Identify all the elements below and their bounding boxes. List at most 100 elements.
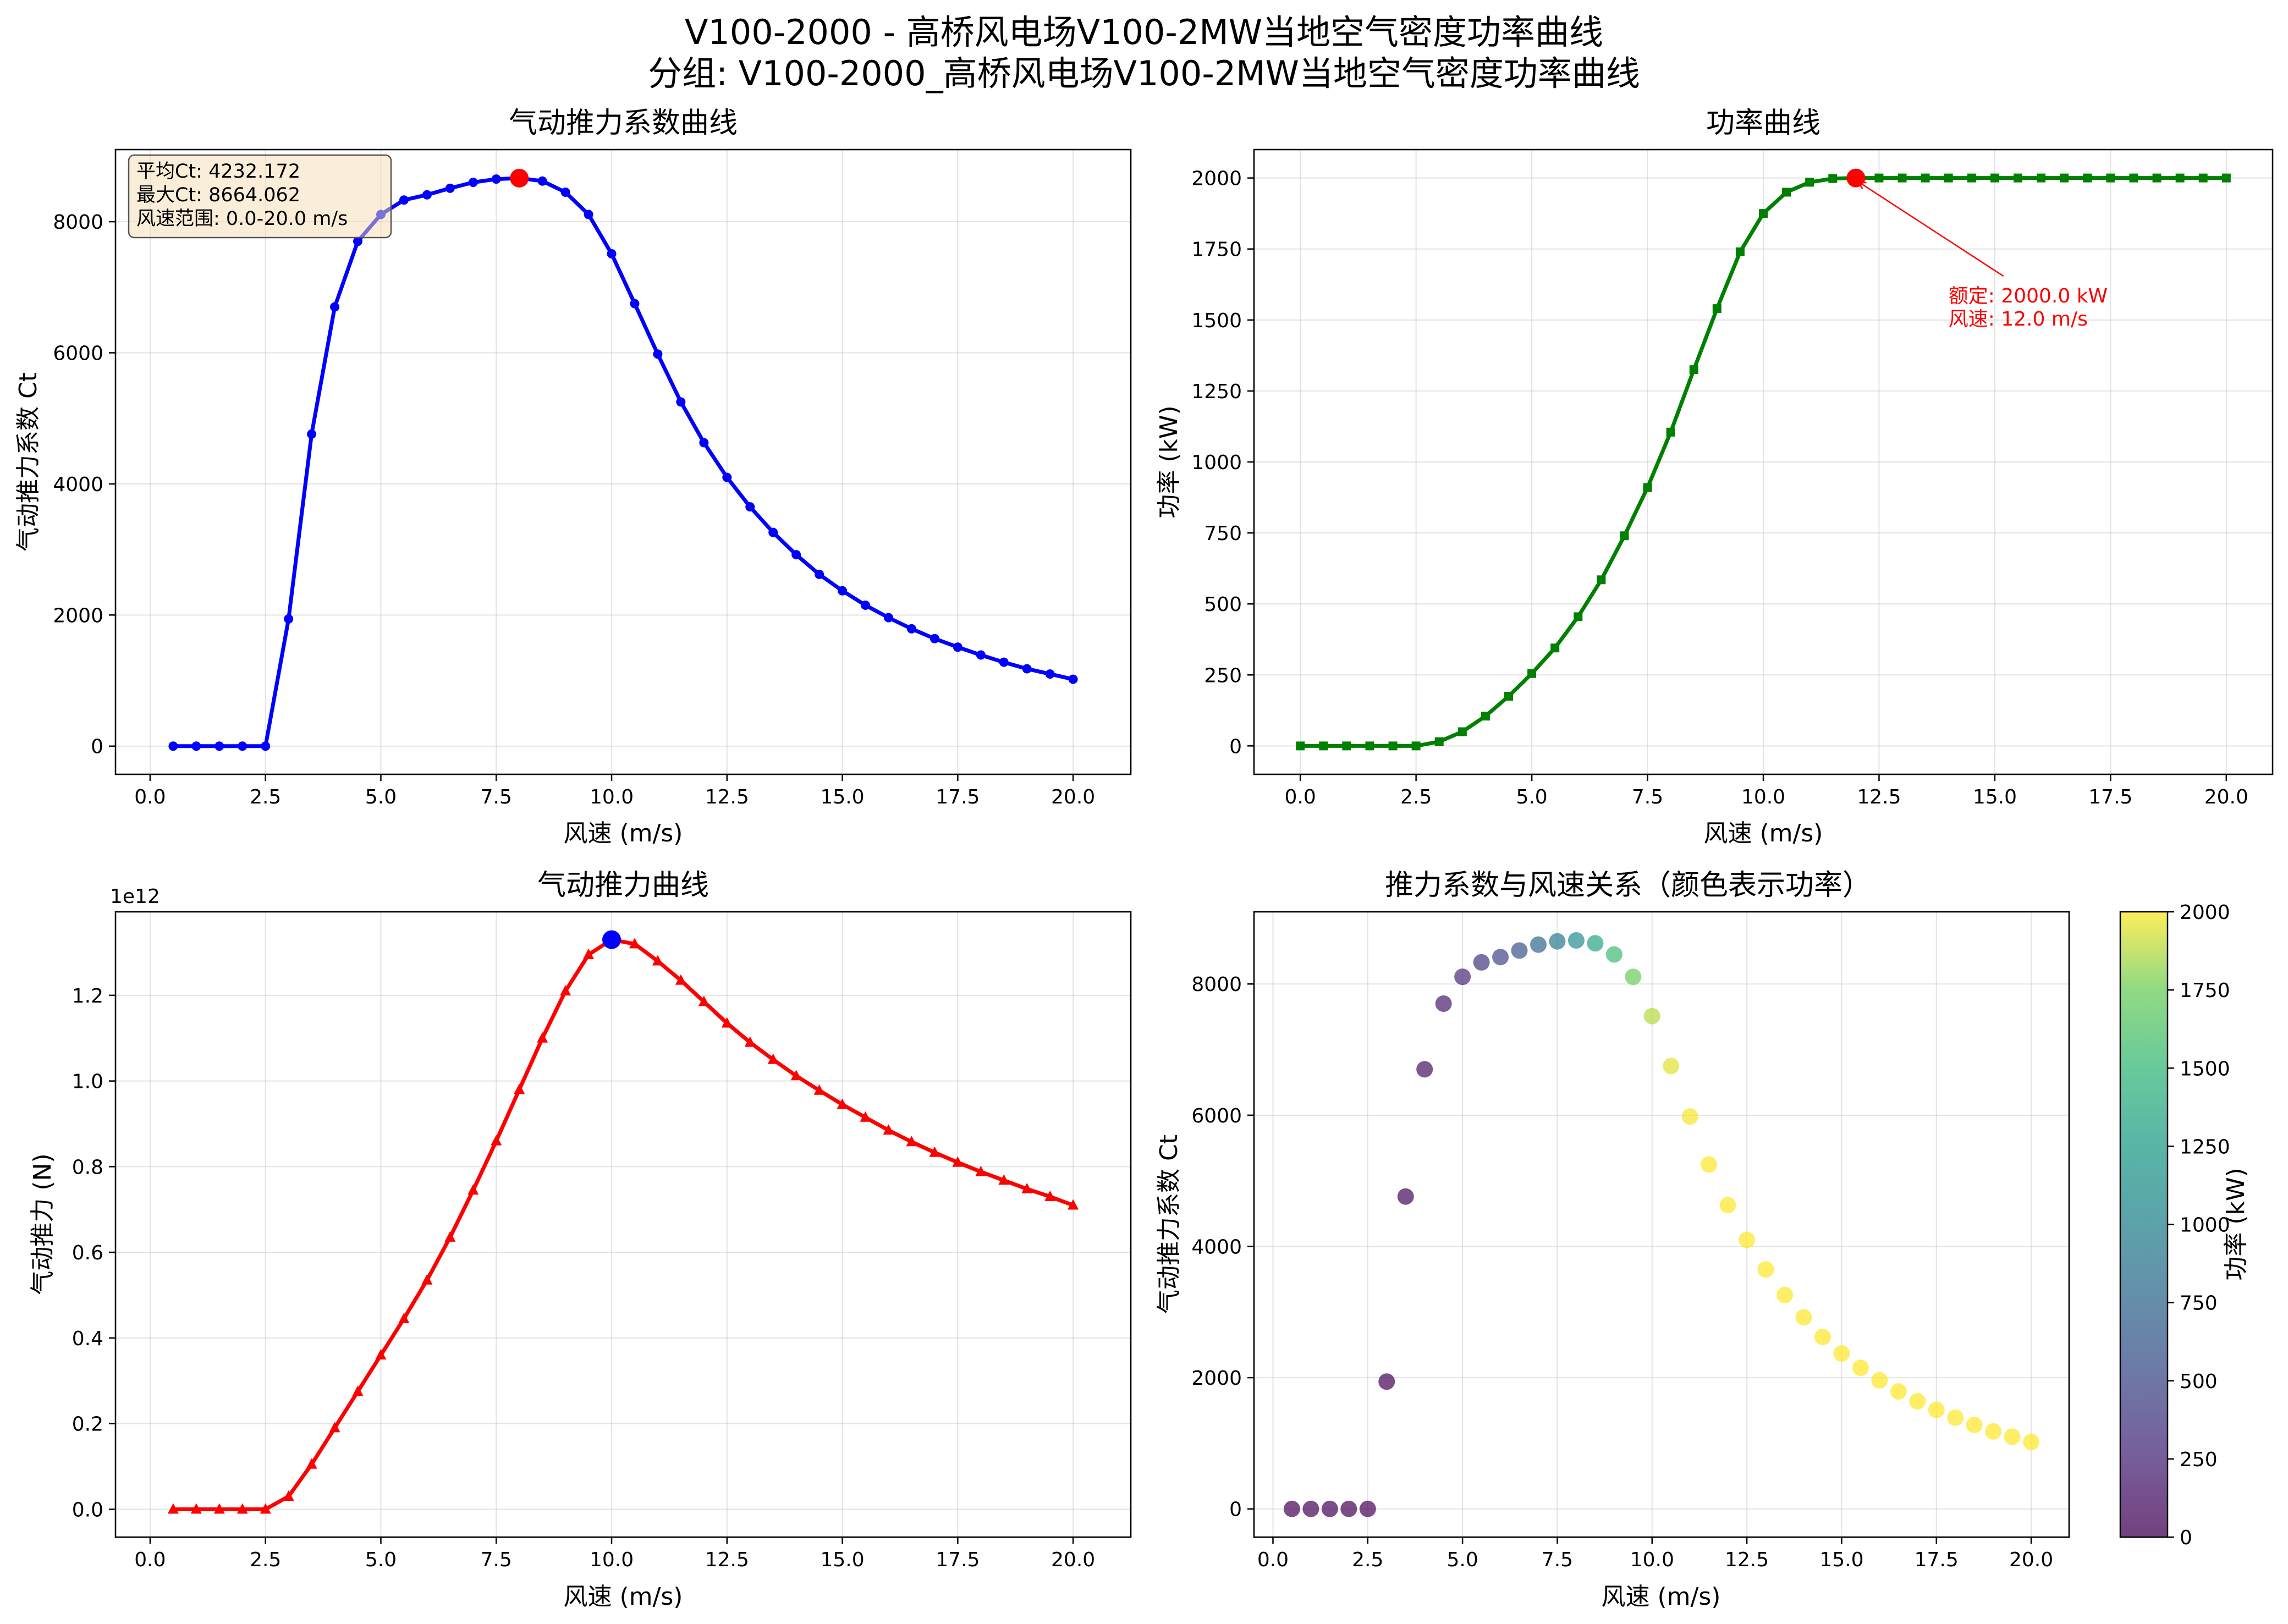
- ct-y-tick-label: 6000: [53, 343, 103, 365]
- scatter-data-point: [1625, 968, 1642, 986]
- panel-scatter: 推力系数与风速关系（颜色表示功率） 0.0 2.5 5.0 7.5 10.0 12.5 15…: [1155, 869, 2250, 1611]
- scatter-data-point: [1947, 1409, 1964, 1426]
- scatter-data-point: [1378, 1373, 1395, 1390]
- scatter-data-point: [1681, 1108, 1698, 1125]
- power-data-point: [1921, 173, 1930, 183]
- scatter-data-point: [1833, 1345, 1850, 1362]
- thrust-x-tick-label: 20.0: [1051, 1549, 1095, 1571]
- power-data-point: [2037, 173, 2046, 183]
- power-data-point: [1319, 741, 1328, 751]
- thrust-data-point: [975, 1165, 987, 1176]
- thrust-data-point: [167, 1503, 179, 1514]
- scatter-grid: [1254, 912, 2069, 1537]
- power-data-point: [1620, 531, 1629, 541]
- ct-plot-area: [168, 168, 1078, 751]
- ct-max-point: [510, 168, 529, 188]
- power-data-point: [1296, 741, 1305, 751]
- power-annotation-rated: 额定: 2000.0 kW: [1949, 285, 2108, 307]
- power-x-tick-label: 10.0: [1741, 786, 1785, 808]
- scatter-y-tick-label: 8000: [1191, 973, 1242, 996]
- colorbar-label: 功率 (kW): [2222, 1168, 2250, 1280]
- colorbar-tick-label: 2000: [2180, 901, 2230, 924]
- scatter-x-tick-label: 0.0: [1257, 1549, 1289, 1571]
- power-data-point: [2221, 173, 2231, 183]
- scatter-y-tick-label: 2000: [1191, 1367, 1242, 1390]
- ct-x-tick-label: 10.0: [590, 786, 634, 808]
- scatter-data-point: [1359, 1500, 1376, 1517]
- power-data-point: [1643, 483, 1652, 492]
- ct-data-point: [676, 397, 686, 407]
- power-y-tick-label: 500: [1204, 593, 1242, 616]
- scatter-y-tick-label: 0: [1229, 1499, 1242, 1521]
- ct-data-point: [560, 187, 570, 197]
- ct-x-axis-label: 风速 (m/s): [564, 819, 683, 847]
- ct-data-point: [930, 634, 939, 643]
- ct-x-tick-label: 12.5: [705, 786, 749, 808]
- ct-data-point: [238, 741, 248, 751]
- thrust-data-point: [375, 1349, 387, 1360]
- thrust-data-point: [190, 1503, 202, 1514]
- scatter-data-point: [1909, 1393, 1926, 1410]
- thrust-data-point: [952, 1156, 964, 1167]
- ct-data-point: [307, 429, 317, 439]
- power-data-point: [1365, 741, 1374, 751]
- power-data-point: [1735, 247, 1745, 256]
- power-data-point: [1481, 712, 1490, 721]
- ct-data-point: [653, 349, 663, 359]
- power-data-point: [1666, 427, 1675, 437]
- ct-axes-frame: [114, 148, 1132, 775]
- ct-info-range: 风速范围: 0.0-20.0 m/s: [136, 208, 348, 230]
- power-data-point: [1712, 304, 1722, 313]
- power-data-point: [1527, 669, 1537, 678]
- power-data-point: [1689, 365, 1698, 375]
- thrust-data-point: [491, 1135, 502, 1146]
- thrust-data-point: [329, 1422, 340, 1433]
- ct-data-point: [999, 657, 1009, 667]
- scatter-data-point: [1492, 949, 1509, 966]
- thrust-data-point: [560, 985, 571, 996]
- thrust-x-tick-label: 17.5: [936, 1549, 980, 1571]
- thrust-data-point: [398, 1312, 410, 1323]
- ct-data-point: [630, 299, 640, 309]
- ct-data-point: [168, 741, 178, 751]
- power-data-point: [2129, 173, 2138, 183]
- ct-data-point: [906, 624, 916, 634]
- colorbar-tick-label: 1250: [2180, 1136, 2230, 1158]
- scatter-data-point: [1928, 1401, 1945, 1418]
- scatter-x-tick-label: 20.0: [2009, 1549, 2053, 1571]
- scatter-x-tick-label: 12.5: [1725, 1549, 1769, 1571]
- scatter-data-point: [1321, 1500, 1338, 1517]
- thrust-x-tick-label: 15.0: [820, 1549, 864, 1571]
- scatter-data-point: [1549, 933, 1566, 950]
- thrust-offset-label: 1e12: [110, 885, 160, 908]
- thrust-y-tick-label: 1.0: [72, 1071, 103, 1093]
- colorbar-tick-label: 1750: [2180, 979, 2230, 1002]
- thrust-data-point: [744, 1036, 756, 1047]
- power-chart-title: 功率曲线: [1706, 107, 1821, 140]
- power-data-point: [1759, 209, 1768, 218]
- scatter-data-point: [1454, 968, 1471, 986]
- ct-info-box: 平均Ct: 4232.172 最大Ct: 8664.062 风速范围: 0.0-…: [128, 154, 392, 239]
- ct-data-point: [861, 600, 871, 610]
- power-y-tick-label: 1250: [1191, 381, 1242, 403]
- ct-data-point: [768, 527, 778, 537]
- ct-data-point: [491, 174, 501, 184]
- colorbar-tick-label: 0: [2180, 1527, 2192, 1549]
- scatter-chart-title: 推力系数与风速关系（颜色表示功率）: [1385, 869, 1871, 902]
- ct-data-point: [537, 176, 547, 186]
- thrust-data-point: [213, 1503, 225, 1514]
- ct-data-point: [468, 178, 478, 188]
- figure-title-line2: 分组: V100-2000_高桥风电场V100-2MW当地空气密度功率曲线: [648, 53, 1640, 93]
- ct-data-point: [1045, 669, 1055, 679]
- power-x-tick-label: 20.0: [2204, 786, 2248, 808]
- thrust-data-point: [352, 1385, 364, 1396]
- thrust-chart-title: 气动推力曲线: [537, 869, 709, 902]
- power-x-axis-label: 风速 (m/s): [1704, 819, 1823, 847]
- thrust-data-point: [421, 1274, 433, 1285]
- thrust-data-point: [537, 1032, 548, 1043]
- colorbar-gradient: [2119, 911, 2169, 1538]
- ct-x-tick-label: 7.5: [481, 786, 512, 808]
- power-data-point: [1504, 692, 1513, 701]
- colorbar-tick-label: 1500: [2180, 1058, 2230, 1080]
